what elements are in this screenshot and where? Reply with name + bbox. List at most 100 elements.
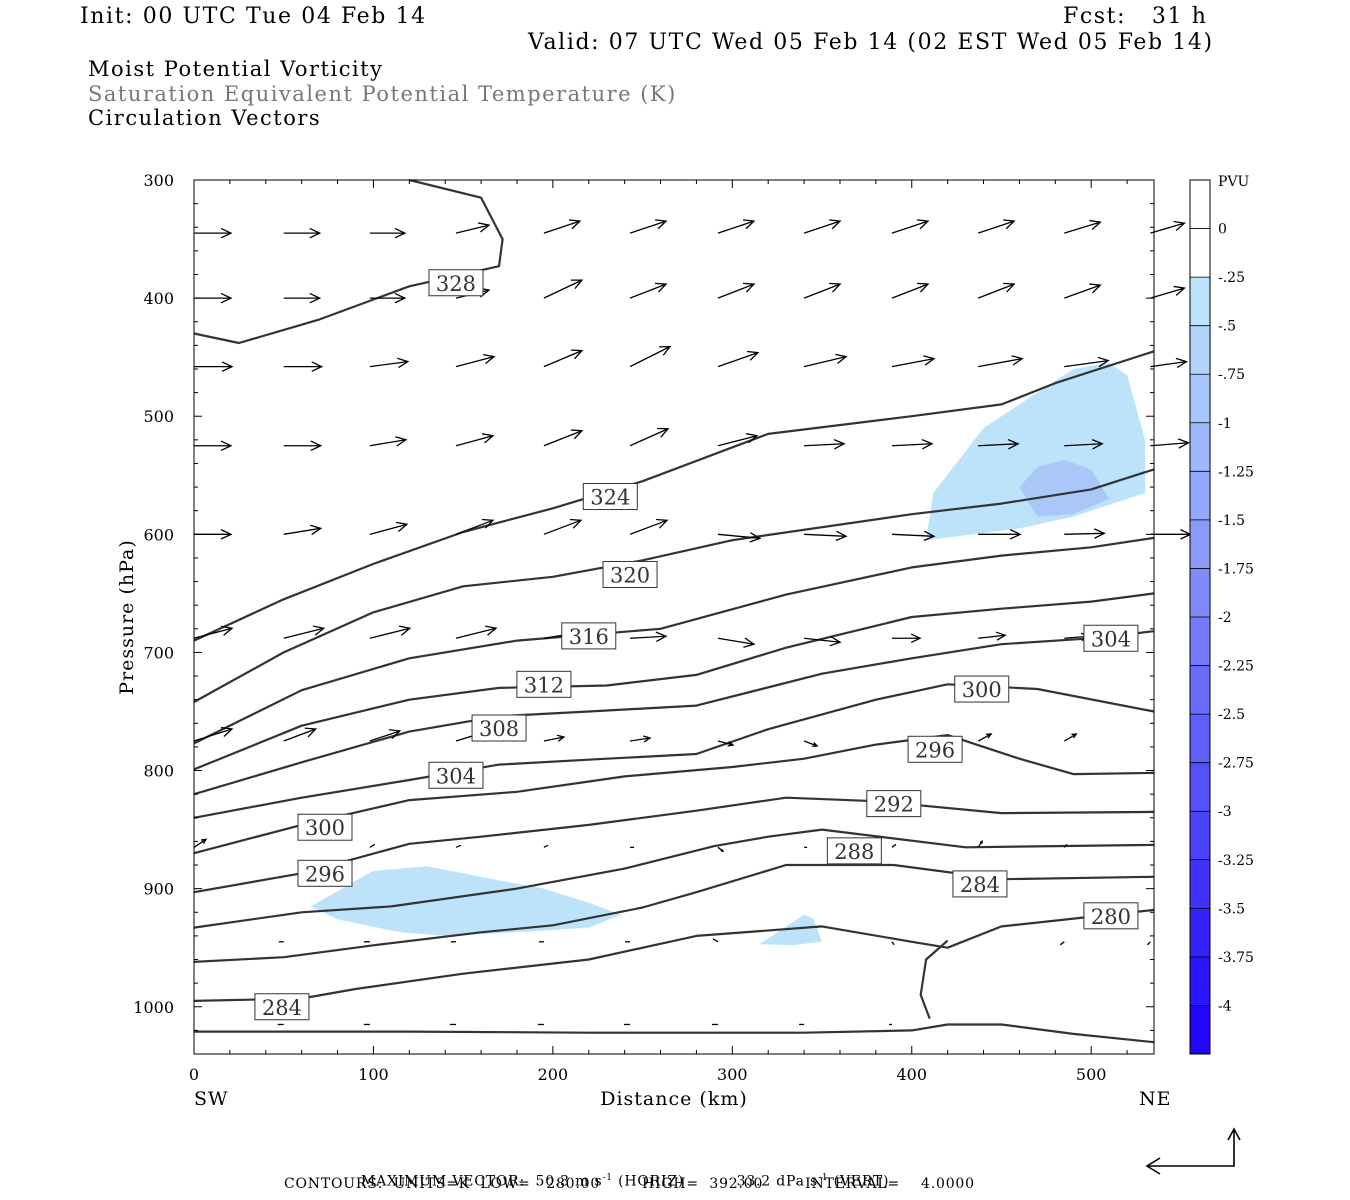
max-vector-horiz: 50.3 m s bbox=[535, 1173, 603, 1190]
circulation-vector bbox=[717, 637, 756, 648]
circulation-vector bbox=[1063, 843, 1068, 848]
circulation-vector bbox=[712, 938, 719, 943]
vector-head bbox=[220, 292, 233, 304]
vector-head bbox=[570, 429, 584, 440]
theta-contour-320 bbox=[193, 468, 1155, 703]
vector-head bbox=[985, 733, 993, 739]
contour-label-box bbox=[952, 870, 1008, 898]
circulation-vector bbox=[283, 227, 322, 239]
vector-shaft bbox=[804, 533, 847, 537]
vector-shaft bbox=[891, 533, 935, 537]
colorbar-label: -3 bbox=[1218, 804, 1232, 820]
theta-contour-288 bbox=[193, 863, 1155, 963]
vector-head bbox=[743, 637, 756, 648]
circulation-vector bbox=[369, 625, 412, 639]
vector-head bbox=[1003, 282, 1016, 293]
contour-label: 320 bbox=[602, 560, 658, 588]
mpv-region bbox=[310, 866, 622, 936]
circulation-vector bbox=[891, 530, 936, 542]
vector-head bbox=[829, 219, 842, 230]
vector-shaft bbox=[1064, 359, 1109, 368]
vector-head bbox=[979, 840, 983, 844]
contour-label: 304 bbox=[428, 761, 484, 789]
colorbar-label: -1.75 bbox=[1218, 561, 1254, 577]
contour-label: 316 bbox=[561, 622, 617, 650]
x-tick-label: 100 bbox=[358, 1065, 389, 1084]
circulation-vector bbox=[717, 532, 762, 543]
circulation-vector bbox=[978, 631, 1007, 641]
contour-label-text: 296 bbox=[915, 738, 955, 762]
circulation-vector bbox=[283, 727, 318, 742]
vector-shaft bbox=[1063, 843, 1068, 848]
vector-head bbox=[1089, 283, 1102, 294]
colorbar-title: PVU bbox=[1218, 174, 1250, 190]
vector-shaft bbox=[717, 351, 759, 368]
mpv-region bbox=[926, 363, 1145, 541]
circulation-vector bbox=[804, 530, 848, 542]
vector-shaft bbox=[891, 283, 929, 299]
vector-head bbox=[1009, 529, 1022, 540]
vector-head bbox=[569, 518, 583, 529]
vector-shaft bbox=[1059, 941, 1065, 946]
theta-contour-280 bbox=[194, 1023, 1155, 1044]
theta-contours bbox=[193, 178, 1155, 1044]
vector-head bbox=[570, 279, 584, 290]
vector-head bbox=[746, 433, 759, 444]
colorbar-label: -2.25 bbox=[1218, 659, 1254, 675]
vector-shaft bbox=[717, 637, 755, 645]
circulation-vector bbox=[369, 436, 408, 447]
circulation-vector bbox=[978, 355, 1024, 368]
contour-info-line: CONTOURS: UNITS=K LOW= 280.00 HIGH= 392.… bbox=[284, 1176, 975, 1192]
y-tick-label: 700 bbox=[143, 643, 174, 662]
theta-contour-328 bbox=[193, 178, 504, 345]
colorbar-swatch bbox=[1190, 762, 1210, 812]
vector-head bbox=[923, 355, 936, 366]
colorbar-label: -3.5 bbox=[1218, 901, 1245, 917]
circulation-vector bbox=[629, 219, 668, 234]
circulation-vector bbox=[193, 625, 234, 639]
vector-head bbox=[835, 530, 848, 542]
contour-label-text: 284 bbox=[262, 996, 302, 1020]
contour-label-box bbox=[297, 813, 353, 841]
vector-shaft bbox=[1146, 941, 1151, 946]
vector-shaft bbox=[455, 224, 490, 234]
vector-shaft bbox=[629, 283, 667, 299]
colorbar-label: -4 bbox=[1218, 998, 1232, 1014]
vector-shaft bbox=[543, 220, 581, 234]
circulation-vector bbox=[1064, 438, 1104, 450]
contour-label: 300 bbox=[954, 675, 1010, 703]
circulation-vector bbox=[543, 219, 582, 234]
contour-label-box bbox=[826, 837, 882, 865]
contour-label-box bbox=[954, 675, 1010, 703]
plot-frame bbox=[193, 179, 1155, 1055]
contour-label-text: 328 bbox=[436, 272, 476, 296]
x-axis-label: Distance (km) bbox=[600, 1088, 748, 1110]
colorbar-label: 0 bbox=[1218, 222, 1227, 238]
circulation-vector bbox=[1059, 941, 1065, 946]
contour-label-text: 296 bbox=[305, 862, 345, 886]
circulation-vector bbox=[1150, 220, 1186, 234]
circulation-vector bbox=[803, 353, 848, 368]
vector-head bbox=[1173, 285, 1186, 296]
contour-label-text: 300 bbox=[305, 816, 345, 840]
vector-head bbox=[1011, 355, 1024, 366]
vector-shaft bbox=[717, 435, 758, 447]
vector-head bbox=[394, 227, 407, 239]
vector-shaft bbox=[455, 844, 462, 848]
circulation-vector bbox=[629, 518, 669, 535]
circulation-vector bbox=[283, 524, 323, 536]
circulation-vector bbox=[717, 433, 759, 447]
vector-shaft bbox=[977, 733, 992, 742]
y-tick-label: 600 bbox=[143, 525, 174, 544]
colorbar-swatch bbox=[1190, 277, 1210, 326]
vector-head bbox=[655, 219, 668, 230]
colorbar-swatch bbox=[1190, 811, 1210, 860]
vector-shaft bbox=[543, 350, 583, 368]
contour-label-text: 312 bbox=[524, 673, 564, 697]
vector-head bbox=[485, 625, 498, 636]
circulation-vector bbox=[369, 521, 409, 535]
vector-shaft bbox=[629, 220, 667, 234]
circulation-vector bbox=[717, 846, 725, 853]
vector-head bbox=[395, 521, 409, 532]
vector-shaft bbox=[543, 736, 565, 742]
